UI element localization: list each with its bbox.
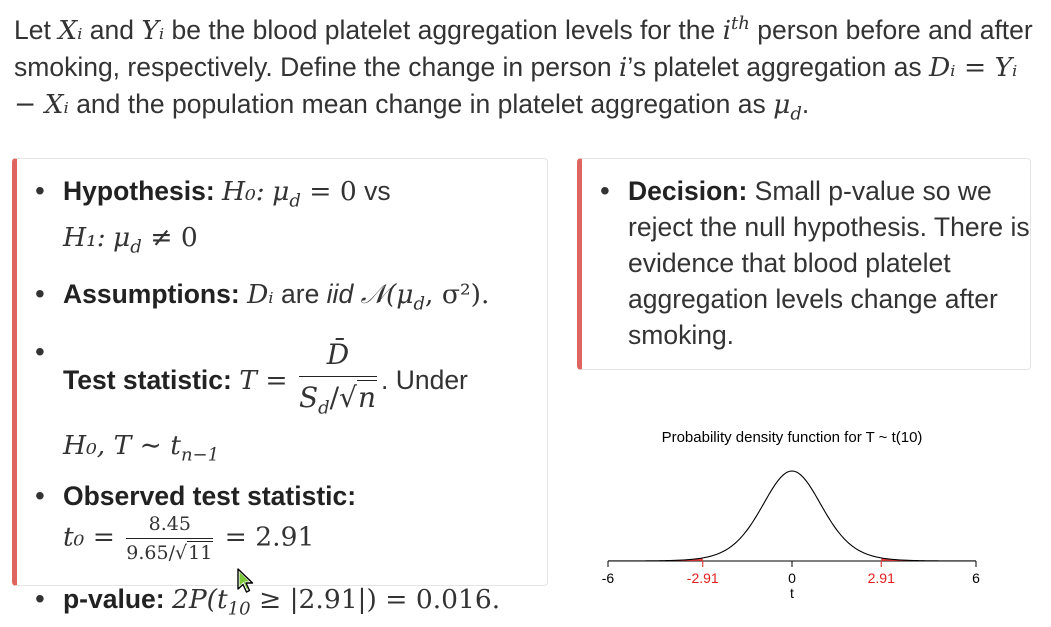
fraction-numerator: D̄ bbox=[298, 336, 377, 377]
math-mu: μ bbox=[113, 222, 131, 254]
intro-text: person before and after smoking, respect… bbox=[14, 14, 1033, 82]
math-i: i bbox=[618, 51, 628, 83]
test-statistic-item: Test statistic: T = D̄Sd/√n. Under H₀, T… bbox=[17, 336, 547, 476]
math-d-i: Dᵢ bbox=[247, 278, 274, 310]
under-text: . Under bbox=[380, 364, 468, 395]
math-x-i: Xᵢ bbox=[58, 14, 83, 46]
math-mu-subscript: d bbox=[289, 190, 301, 212]
test-statistic-line: Test statistic: T = D̄Sd/√n. Under bbox=[63, 336, 547, 428]
fraction-denominator: Sd/√n bbox=[299, 377, 377, 428]
math-y-i: Yᵢ bbox=[141, 14, 165, 46]
math-df-subscript: n−1 bbox=[180, 444, 220, 466]
intro-text: and bbox=[82, 14, 142, 45]
math-slash-sqrt: /√ bbox=[329, 380, 357, 414]
math-h1-rest: ≠ 0 bbox=[141, 222, 198, 254]
math-mu: μ bbox=[272, 176, 290, 207]
test-statistic-label: Test statistic: bbox=[63, 364, 232, 395]
math-df-subscript: 10 bbox=[227, 598, 251, 620]
intro-paragraph: Let Xᵢ and Yᵢ be the blood platelet aggr… bbox=[14, 6, 1044, 132]
decision-text: Small p-value so we reject the null hypo… bbox=[628, 176, 1030, 350]
hypothesis-item: Hypothesis: H₀: μd = 0 vs H₁: μd ≠ 0 bbox=[17, 173, 547, 266]
observed-statistic-label: Observed test statistic: bbox=[63, 480, 357, 511]
hypothesis-test-callout: Hypothesis: H₀: μd = 0 vs H₁: μd ≠ 0 Ass… bbox=[12, 158, 548, 619]
hypothesis-label: Hypothesis: bbox=[63, 176, 215, 206]
intro-text: be the blood platelet aggregation levels… bbox=[164, 14, 723, 45]
decision-list: Decision: Small p-value so we reject the… bbox=[582, 173, 1030, 353]
assumptions-item: Assumptions: Dᵢ are iid 𝒩(μd, σ²). bbox=[17, 276, 547, 322]
math-h0: H₀: bbox=[222, 176, 265, 207]
math-h1: H₁: bbox=[63, 222, 106, 254]
math-mu: μ bbox=[773, 88, 791, 120]
intro-text: and the population mean change in platel… bbox=[68, 88, 774, 119]
math-normal-dist: 𝒩(μ bbox=[360, 278, 414, 310]
math-h0-rest: = 0 bbox=[300, 176, 357, 207]
intro-text: Let bbox=[14, 14, 59, 45]
assumptions-text: are bbox=[273, 278, 327, 309]
iid-text: iid bbox=[326, 278, 354, 309]
vs-text: vs bbox=[356, 176, 391, 206]
decision-callout: Decision: Small p-value so we reject the… bbox=[577, 158, 1031, 370]
math-th-superscript: th bbox=[731, 13, 750, 34]
math-i: i bbox=[722, 14, 732, 46]
decision-item: Decision: Small p-value so we reject the… bbox=[582, 173, 1030, 353]
math-s-subscript: d bbox=[318, 397, 330, 419]
x-axis-label: t bbox=[790, 585, 794, 601]
math-p-value-rest: ≥ |2.91|) = 0.016. bbox=[250, 583, 501, 615]
density-curve bbox=[608, 470, 976, 562]
t-distribution-chart: Probability density function for T ~ t(1… bbox=[602, 429, 980, 601]
x-tick-label: 2.91 bbox=[868, 570, 895, 586]
fraction-denominator: 9.65/√11 bbox=[126, 539, 214, 565]
observed-statistic-item: Observed test statistic: t₀ = 8.459.65/√… bbox=[17, 480, 547, 565]
assumptions-label: Assumptions: bbox=[63, 278, 240, 309]
math-d-definition: Dᵢ = Yᵢ − Xᵢ bbox=[14, 51, 1018, 120]
observed-result: = 2.91 bbox=[224, 521, 315, 553]
math-null-distribution: H₀, T ∼ t bbox=[63, 430, 181, 462]
test-statistic-fraction: D̄ Sd/√n bbox=[298, 336, 377, 428]
intro-text: ’s platelet aggregation as bbox=[627, 51, 929, 82]
math-p-value: 2P(t bbox=[171, 583, 228, 615]
chart-title: Probability density function for T ~ t(1… bbox=[662, 429, 923, 446]
math-sqrt-11: 11 bbox=[187, 540, 214, 564]
x-tick-label: -6 bbox=[602, 570, 615, 586]
x-tick-label: 6 bbox=[972, 570, 980, 586]
x-tick-label: 0 bbox=[788, 570, 796, 586]
null-distribution-line: H₀, T ∼ tn−1 bbox=[63, 425, 547, 475]
math-s: S bbox=[298, 380, 319, 414]
math-den-prefix: 9.65/√ bbox=[126, 541, 188, 564]
math-mu-subscript: d bbox=[790, 103, 802, 125]
math-t-eq: T = bbox=[239, 364, 288, 396]
math-t0: t₀ = bbox=[63, 521, 115, 553]
intro-text: . bbox=[801, 88, 810, 119]
x-tick-label: -2.91 bbox=[687, 570, 719, 586]
p-value-item: p-value: 2P(t10 ≥ |2.91|) = 0.016. bbox=[17, 581, 547, 627]
fraction-numerator: 8.45 bbox=[126, 512, 214, 539]
math-n: n bbox=[356, 379, 377, 414]
math-dist-rest: , σ²). bbox=[425, 278, 490, 310]
mouse-cursor-icon bbox=[237, 568, 254, 593]
math-mu-subscript: d bbox=[130, 236, 142, 258]
math-mu-subscript: d bbox=[413, 292, 426, 314]
p-value-label: p-value: bbox=[63, 583, 165, 614]
hypothesis-test-list: Hypothesis: H₀: μd = 0 vs H₁: μd ≠ 0 Ass… bbox=[17, 173, 547, 627]
decision-label: Decision: bbox=[628, 176, 748, 206]
observed-fraction: 8.45 9.65/√11 bbox=[126, 512, 214, 565]
